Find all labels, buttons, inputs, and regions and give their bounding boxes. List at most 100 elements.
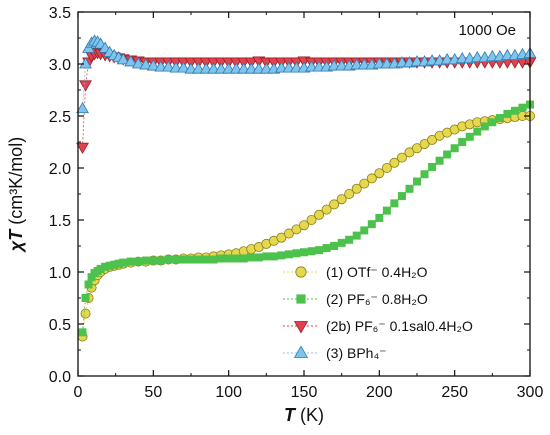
data-point bbox=[254, 253, 263, 262]
legend-label: (2) PF₆⁻ 0.8H₂O bbox=[326, 291, 428, 307]
data-point bbox=[510, 106, 519, 115]
x-tick-label: 250 bbox=[441, 384, 468, 401]
data-point bbox=[495, 114, 504, 123]
series-line bbox=[82, 40, 531, 109]
data-point bbox=[345, 235, 354, 244]
legend: (1) OTf⁻ 0.4H₂O (2) PF₆⁻ 0.8H₂O (2b) PF₆⁻ … bbox=[283, 264, 473, 361]
data-point bbox=[360, 226, 369, 235]
data-point bbox=[503, 109, 512, 118]
data-point bbox=[367, 220, 376, 229]
x-axis-title: T (K) bbox=[284, 405, 324, 425]
data-point bbox=[458, 138, 467, 146]
y-tick-label: 3.5 bbox=[49, 5, 71, 22]
data-point bbox=[488, 118, 497, 127]
data-point bbox=[119, 258, 128, 267]
data-point bbox=[336, 194, 347, 205]
data-point bbox=[330, 242, 339, 250]
data-point bbox=[411, 143, 422, 154]
data-point bbox=[428, 162, 437, 171]
data-point bbox=[518, 103, 527, 112]
data-point bbox=[87, 273, 96, 282]
data-point bbox=[321, 204, 332, 215]
data-point bbox=[187, 255, 195, 264]
legend-marker bbox=[296, 294, 306, 304]
data-point bbox=[224, 254, 233, 263]
y-tick-label: 1.0 bbox=[49, 265, 71, 282]
data-point bbox=[465, 132, 474, 141]
data-point bbox=[473, 127, 482, 136]
data-point bbox=[420, 170, 429, 179]
data-point bbox=[450, 144, 459, 153]
data-point bbox=[352, 231, 361, 240]
data-point bbox=[247, 253, 256, 262]
data-point bbox=[298, 220, 309, 231]
y-tick-label: 1.5 bbox=[49, 213, 71, 230]
data-point bbox=[81, 294, 90, 302]
legend-label: (2b) PF₆⁻ 0.1sal0.4H₂O bbox=[326, 318, 473, 334]
data-point bbox=[381, 162, 392, 173]
data-point bbox=[262, 252, 271, 261]
data-point bbox=[291, 224, 302, 235]
data-point bbox=[283, 228, 294, 239]
legend-marker bbox=[293, 345, 309, 358]
data-point bbox=[134, 257, 143, 266]
data-point bbox=[76, 142, 89, 155]
data-point bbox=[194, 255, 203, 264]
axes-layer: 0 50 100 150 200 250 300 0.0 0.5 1.0 1.5 2.0 2.5 3.0 3… bbox=[49, 5, 544, 401]
data-point bbox=[351, 183, 362, 194]
data-point bbox=[413, 177, 421, 186]
data-point bbox=[322, 244, 331, 253]
y-axis-unit: (cm³K/mol) bbox=[6, 137, 26, 230]
data-point bbox=[396, 152, 407, 163]
data-point bbox=[79, 57, 92, 69]
data-point bbox=[177, 61, 190, 73]
data-point bbox=[435, 156, 444, 165]
data-point bbox=[269, 252, 278, 261]
data-point bbox=[344, 188, 355, 199]
x-tick-label: 300 bbox=[517, 384, 544, 401]
data-point bbox=[300, 248, 308, 257]
data-point bbox=[79, 80, 92, 92]
data-point bbox=[382, 206, 391, 215]
data-point bbox=[131, 57, 145, 69]
data-point bbox=[105, 261, 114, 270]
data-point bbox=[307, 247, 316, 256]
data-point bbox=[202, 255, 211, 264]
y-tick-label: 2.5 bbox=[49, 109, 71, 126]
data-point bbox=[164, 255, 173, 264]
data-point bbox=[209, 255, 218, 264]
y-tick-label: 3.0 bbox=[49, 57, 71, 74]
data-point bbox=[306, 214, 317, 225]
data-point bbox=[232, 254, 241, 263]
x-axis-unit: (K) bbox=[295, 405, 324, 425]
legend-marker bbox=[293, 321, 309, 334]
data-point bbox=[329, 199, 340, 210]
data-point bbox=[314, 209, 325, 220]
x-axis-symbol: T bbox=[284, 405, 297, 425]
data-point bbox=[161, 60, 175, 72]
data-point bbox=[315, 246, 324, 255]
data-point bbox=[179, 255, 188, 264]
data-point bbox=[171, 255, 180, 264]
y-axis-symbol: χT bbox=[6, 228, 26, 253]
y-tick-label: 0.5 bbox=[49, 317, 71, 334]
data-point bbox=[141, 256, 150, 265]
data-point bbox=[427, 134, 438, 145]
data-point bbox=[76, 101, 89, 114]
data-point bbox=[96, 264, 105, 273]
series-4 bbox=[76, 34, 537, 114]
data-point bbox=[397, 192, 406, 201]
data-point bbox=[149, 256, 158, 265]
x-tick-label: 50 bbox=[144, 384, 162, 401]
data-point bbox=[110, 260, 119, 269]
data-point bbox=[78, 328, 87, 337]
data-point bbox=[443, 150, 452, 159]
data-point bbox=[156, 256, 165, 265]
data-point bbox=[480, 122, 489, 131]
data-point bbox=[359, 178, 370, 189]
x-tick-label: 200 bbox=[366, 384, 393, 401]
data-point bbox=[292, 249, 301, 258]
data-point bbox=[277, 251, 286, 260]
data-point bbox=[80, 308, 91, 319]
